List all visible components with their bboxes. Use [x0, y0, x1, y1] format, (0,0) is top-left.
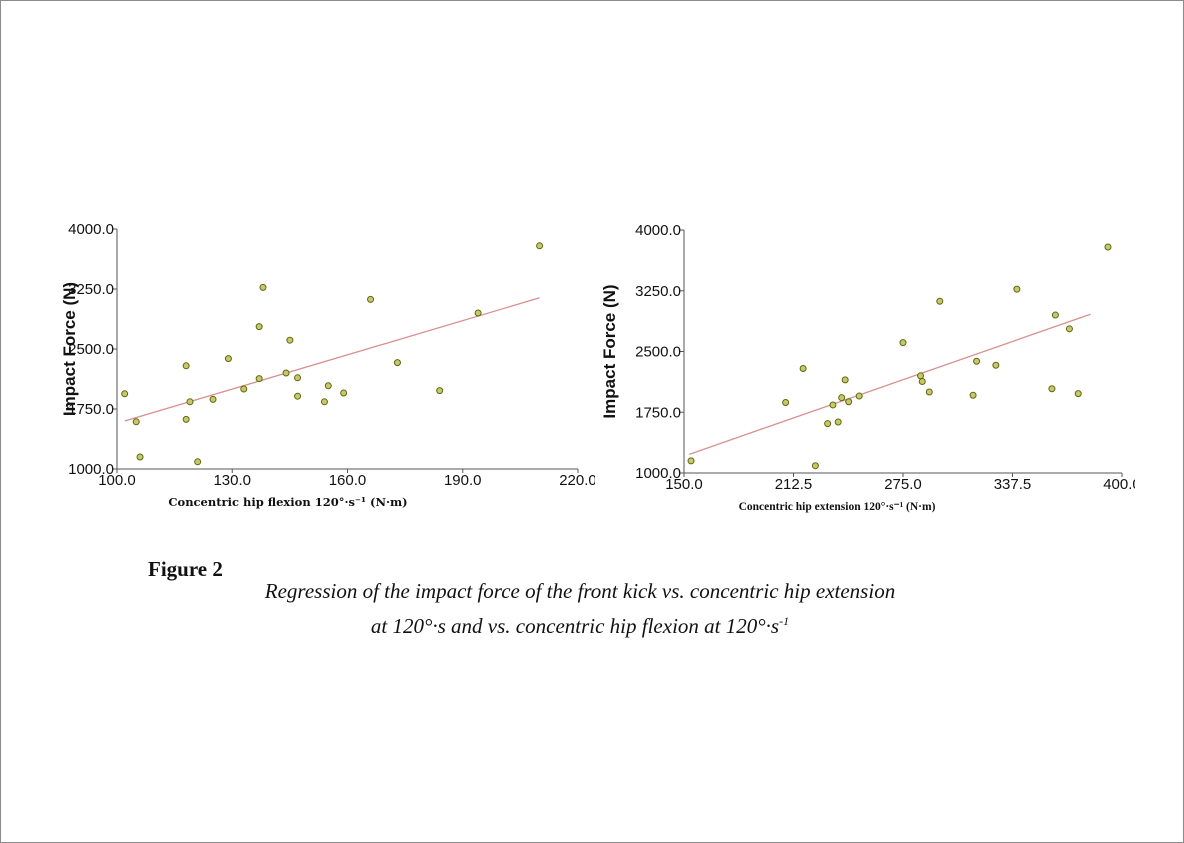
x-tick-label: 220.0	[559, 472, 595, 489]
y-tick-label: 1000.0	[68, 461, 114, 478]
y-tick-label: 4000.0	[635, 222, 681, 239]
x-tick-label: 160.0	[329, 472, 367, 489]
y-tick-label: 4000.0	[68, 221, 114, 238]
data-point	[340, 389, 348, 397]
data-point	[282, 369, 290, 377]
data-point	[841, 376, 849, 384]
x-axis-label: Concentric hip flexion 120°·s⁻¹ (N·m)	[168, 495, 407, 509]
data-point	[121, 390, 129, 398]
data-point	[1065, 325, 1073, 333]
y-axis-label: Impact Force (N)	[600, 284, 619, 418]
data-point	[782, 399, 790, 407]
y-tick-label: 1000.0	[635, 465, 681, 482]
data-point	[324, 382, 332, 390]
figure-caption: Regression of the impact force of the fr…	[150, 576, 1010, 641]
data-point	[194, 458, 202, 466]
data-point	[474, 309, 482, 317]
data-point	[973, 357, 981, 365]
y-tick-label: 2500.0	[68, 341, 114, 358]
data-point	[1051, 311, 1059, 319]
data-point	[294, 374, 302, 382]
x-tick-label: 130.0	[213, 472, 251, 489]
data-point	[899, 339, 907, 347]
data-point	[918, 377, 926, 385]
data-point	[845, 398, 853, 406]
data-point	[1074, 390, 1082, 398]
y-tick-label: 3250.0	[635, 283, 681, 300]
data-point	[255, 375, 263, 383]
data-point	[294, 392, 302, 400]
y-tick-label: 2500.0	[635, 344, 681, 361]
data-point	[136, 453, 144, 461]
x-tick-label: 275.0	[884, 476, 922, 493]
data-point	[240, 385, 248, 393]
data-point	[182, 362, 190, 370]
data-point	[286, 336, 294, 344]
chart-hip-extension: 1000.0 1750.0 2500.0 3250.0 4000.0 150.0 212.5…	[595, 205, 1141, 525]
y-axis-label: Impact Force (N)	[60, 282, 79, 416]
data-point	[992, 361, 1000, 369]
data-point	[367, 295, 375, 303]
data-point	[824, 420, 832, 428]
data-point	[834, 418, 842, 426]
regression-line	[124, 297, 540, 422]
data-point	[393, 359, 401, 367]
data-point	[320, 398, 328, 406]
data-point	[1104, 243, 1112, 251]
data-point	[687, 457, 695, 465]
caption-superscript: -1	[779, 614, 790, 628]
regression-line	[689, 313, 1091, 455]
scatter-plot-right: 1000.0 1750.0 2500.0 3250.0 4000.0 150.0 212.5…	[600, 222, 1141, 513]
caption-line-1: Regression of the impact force of the fr…	[264, 579, 896, 603]
data-point	[436, 387, 444, 395]
data-point	[209, 395, 217, 403]
chart-hip-flexion: 1000.0 1750.0 2500.0 3250.0 4000.0 100.0 130.0…	[55, 205, 597, 525]
y-tick-label: 3250.0	[68, 281, 114, 298]
data-point	[255, 323, 263, 331]
data-point	[855, 392, 863, 400]
data-point	[925, 388, 933, 396]
scatter-plot-left: 1000.0 1750.0 2500.0 3250.0 4000.0 100.0 130.0…	[60, 221, 597, 509]
data-point	[1048, 385, 1056, 393]
data-point	[259, 283, 267, 291]
y-tick-label: 1750.0	[68, 401, 114, 418]
data-point	[917, 372, 925, 380]
y-tick-label: 1750.0	[635, 404, 681, 421]
x-tick-label: 400.0	[1103, 476, 1135, 493]
data-point	[799, 365, 807, 373]
x-tick-label: 337.5	[994, 476, 1032, 493]
data-point	[811, 462, 819, 470]
caption-line-2-text: at 120°·s and vs. concentric hip flexion…	[370, 614, 780, 638]
x-axis-label: Concentric hip extension 120°·s⁻¹ (N·m)	[739, 501, 936, 513]
x-tick-label: 212.5	[775, 476, 813, 493]
data-point	[936, 297, 944, 305]
data-point	[536, 242, 544, 250]
data-point	[132, 418, 140, 426]
x-tick-label: 190.0	[444, 472, 482, 489]
data-point	[224, 355, 232, 363]
data-point	[186, 398, 194, 406]
x-tick-label: 100.0	[98, 472, 136, 489]
x-tick-label: 150.0	[665, 476, 703, 493]
data-point	[1013, 285, 1021, 293]
data-point	[838, 394, 846, 402]
data-point	[969, 391, 977, 399]
data-point	[182, 415, 190, 423]
figure-title: Figure 2	[148, 557, 223, 581]
data-point	[829, 401, 837, 409]
caption-line-2: at 120°·s and vs. concentric hip flexion…	[150, 606, 1010, 641]
